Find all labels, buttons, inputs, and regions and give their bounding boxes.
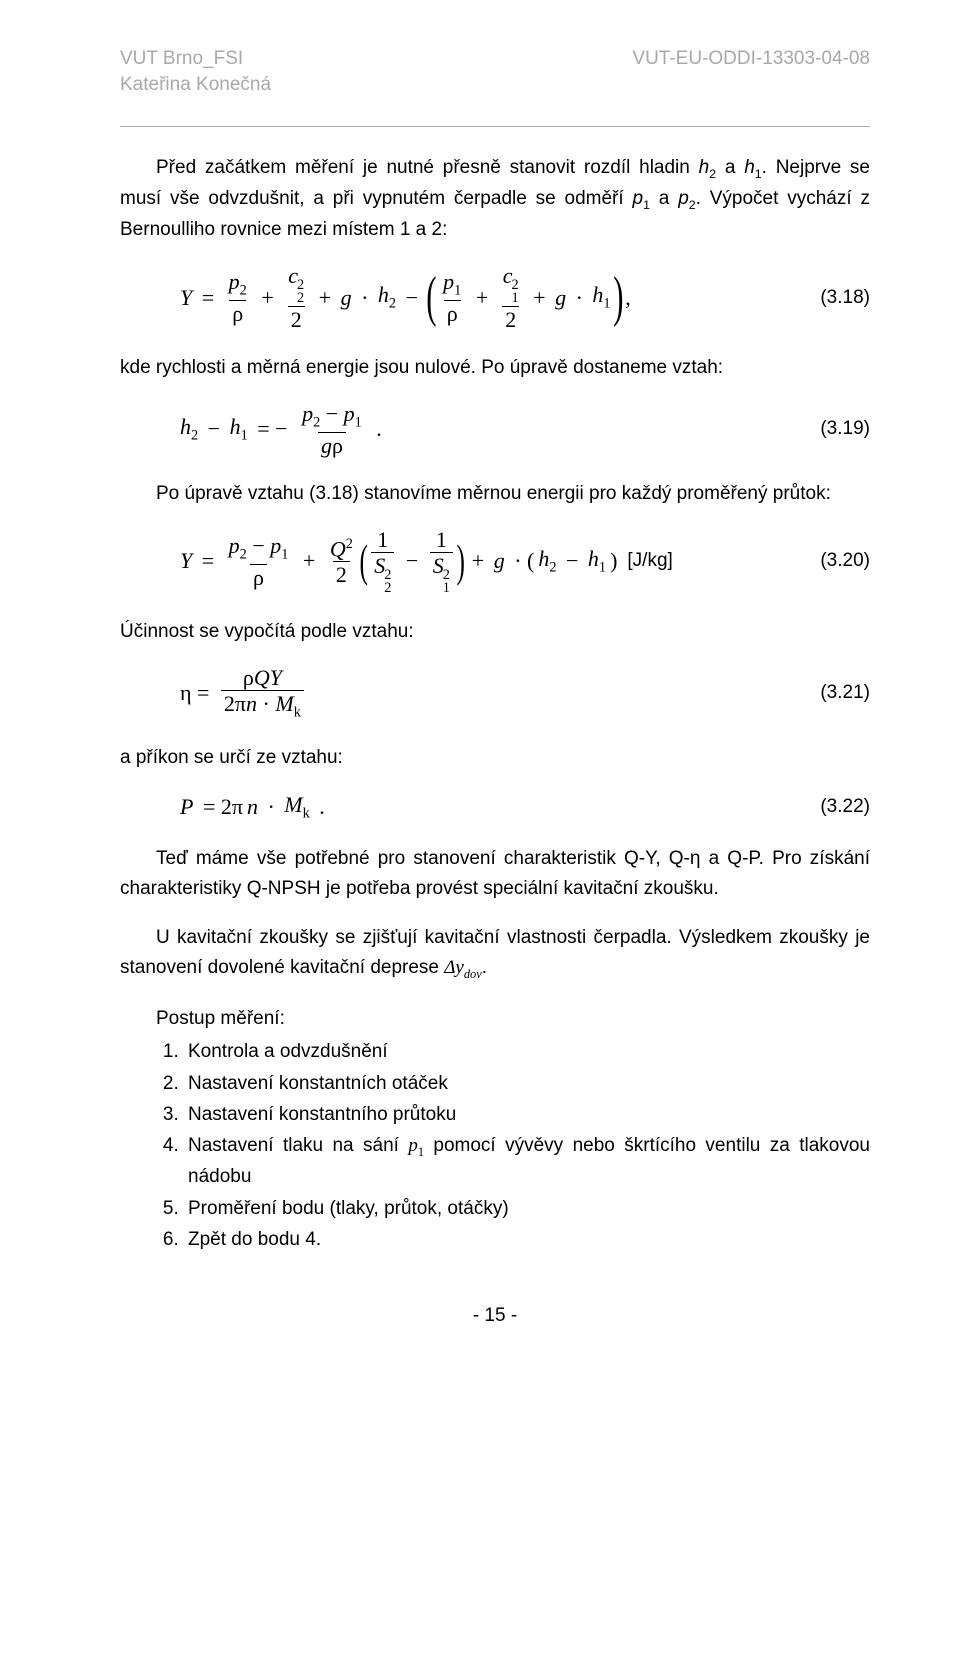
paragraph-3: Po úpravě vztahu (3.18) stanovíme měrnou…: [120, 479, 870, 508]
paragraph-6: Teď máme vše potřebné pro stanovení char…: [120, 844, 870, 903]
paragraph-2: kde rychlosti a měrná energie jsou nulov…: [120, 353, 870, 382]
step-1: Kontrola a odvzdušnění: [184, 1037, 870, 1066]
equation-3-22: P = 2πn · Mk . (3.22): [120, 792, 870, 822]
header-left: VUT Brno_FSI: [120, 48, 243, 70]
equation-3-18: Y = p2ρ + c222 + g · h2 − ( p1ρ + c212 +…: [120, 264, 870, 331]
equation-body: Y = p2ρ + c222 + g · h2 − ( p1ρ + c212 +…: [180, 264, 802, 331]
var-deltay: Δydov: [444, 957, 481, 978]
equation-number: (3.22): [802, 796, 870, 818]
paragraph-7: U kavitační zkoušky se zjišťují kavitačn…: [120, 923, 870, 983]
equation-body: P = 2πn · Mk .: [180, 792, 802, 822]
step-6: Zpět do bodu 4.: [184, 1225, 870, 1254]
var-p1: p1: [633, 188, 650, 209]
step-4: Nastavení tlaku na sání p1 pomocí vývěvy…: [184, 1131, 870, 1191]
equation-number: (3.18): [802, 287, 870, 309]
step-3: Nastavení konstantního průtoku: [184, 1100, 870, 1129]
equation-unit: [J/kg]: [627, 550, 672, 572]
equation-body: h2 − h1 = − p2 − p1gρ .: [180, 402, 802, 456]
page-header: VUT Brno_FSI VUT-EU-ODDI-13303-04-08: [120, 48, 870, 70]
equation-number: (3.21): [802, 682, 870, 704]
var-p2: p2: [678, 188, 695, 209]
page-number: - 15 -: [120, 1305, 870, 1327]
text: .: [482, 957, 487, 978]
text: U kavitační zkoušky se zjišťují kavitačn…: [120, 927, 870, 977]
paragraph-intro: Před začátkem měření je nutné přesně sta…: [120, 153, 870, 244]
text: Nastavení tlaku na sání: [188, 1135, 408, 1156]
header-author-row: Kateřina Konečná: [120, 74, 870, 96]
var-h1: h1: [744, 157, 761, 178]
steps-heading: Postup měření:: [120, 1004, 870, 1033]
equation-number: (3.20): [802, 550, 870, 572]
var-h2: h2: [699, 157, 716, 178]
header-author: Kateřina Konečná: [120, 74, 271, 95]
equation-3-20: Y = p2 − p1ρ + Q22 ( 1S22 − 1S21 ) + g ·…: [120, 528, 870, 595]
paragraph-5: a příkon se určí ze vztahu:: [120, 743, 870, 772]
equation-body: η = ρQY2πn · Mk: [180, 666, 802, 720]
steps-list: Kontrola a odvzdušnění Nastavení konstan…: [120, 1037, 870, 1255]
equation-body: Y = p2 − p1ρ + Q22 ( 1S22 − 1S21 ) + g ·…: [180, 528, 802, 595]
equation-3-19: h2 − h1 = − p2 − p1gρ . (3.19): [120, 402, 870, 456]
step-5: Proměření bodu (tlaky, průtok, otáčky): [184, 1194, 870, 1223]
paragraph-4: Účinnost se vypočítá podle vztahu:: [120, 617, 870, 646]
equation-number: (3.19): [802, 418, 870, 440]
step-2: Nastavení konstantních otáček: [184, 1069, 870, 1098]
equation-3-21: η = ρQY2πn · Mk (3.21): [120, 666, 870, 720]
header-right: VUT-EU-ODDI-13303-04-08: [632, 48, 870, 70]
text: a: [716, 157, 744, 178]
var-p1-step: p1: [408, 1135, 424, 1156]
text: Před začátkem měření je nutné přesně sta…: [156, 157, 699, 178]
header-rule: [120, 126, 870, 127]
text: a: [650, 188, 678, 209]
